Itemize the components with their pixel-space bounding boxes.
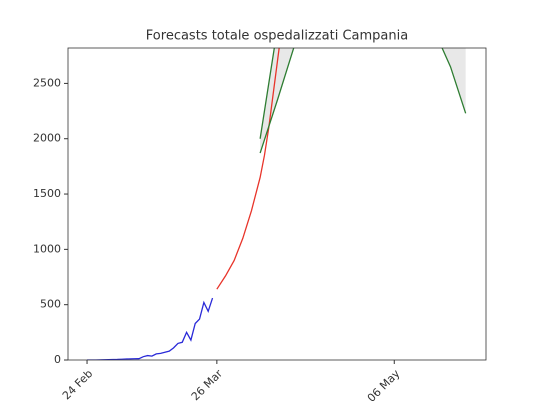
x-tick-label: 26 Mar (189, 367, 226, 404)
axes-frame (67, 47, 487, 361)
x-tick-label: 06 May (365, 367, 403, 405)
y-tick-label: 500 (40, 298, 61, 311)
y-tick-label: 1500 (33, 187, 61, 200)
x-tick-label: 24 Feb (60, 367, 95, 402)
y-tick-label: 2500 (33, 76, 61, 89)
confidence-band (260, 48, 466, 154)
plot-area (87, 48, 467, 360)
line-forecast (216, 48, 280, 290)
chart-title: Forecasts totale ospedalizzati Campania (146, 29, 408, 44)
y-tick-label: 1000 (33, 242, 61, 255)
line-lower (259, 48, 467, 154)
line-upper (259, 48, 275, 139)
y-tick-label: 0 (54, 353, 61, 366)
line-observed (87, 297, 214, 360)
y-tick-label: 2000 (33, 132, 61, 145)
